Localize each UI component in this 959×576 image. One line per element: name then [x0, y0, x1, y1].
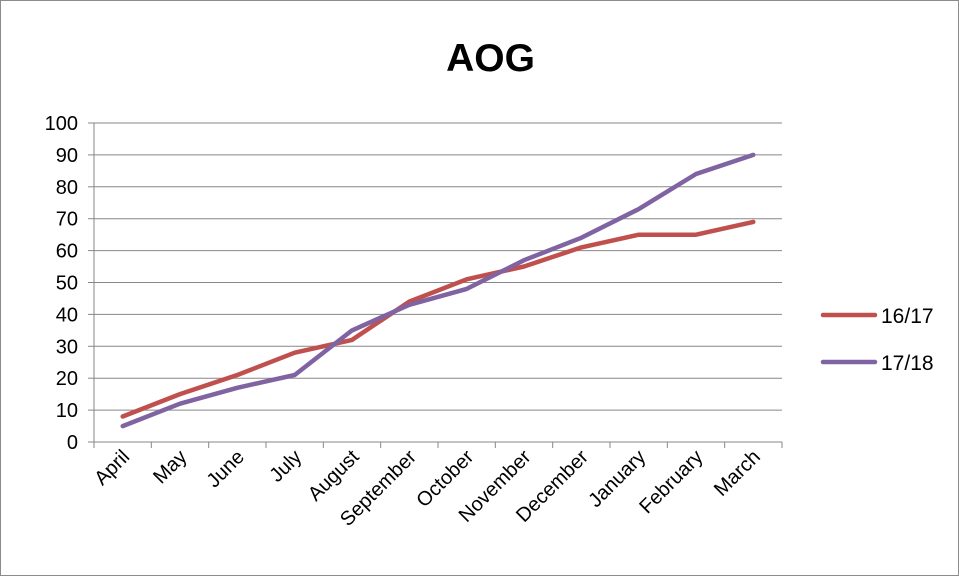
y-tick-label: 0 [67, 432, 78, 454]
y-tick-label: 50 [56, 273, 78, 295]
y-tick-label: 80 [56, 177, 78, 199]
x-tick-label: June [203, 446, 249, 492]
y-tick-label: 10 [56, 400, 78, 422]
y-tick-label: 70 [56, 209, 78, 231]
y-tick-label: 60 [56, 241, 78, 263]
gridlines [94, 122, 782, 443]
x-tick-label: July [265, 446, 306, 487]
legend-label: 16/17 [881, 305, 934, 328]
y-tick-label: 40 [56, 304, 78, 326]
x-tick-label: March [710, 446, 765, 501]
series-line-1 [120, 152, 756, 429]
x-tick-label: April [90, 446, 134, 490]
legend-label: 17/18 [881, 352, 934, 375]
x-tick-label: May [149, 446, 191, 488]
x-tick-label: February [635, 446, 707, 518]
legend: 16/17 17/18 [820, 305, 934, 375]
series-line-0 [120, 219, 756, 419]
y-tick-label: 90 [56, 145, 78, 167]
y-tick-label: 20 [56, 368, 78, 390]
y-tick-label: 30 [56, 336, 78, 358]
series-lines [120, 152, 756, 429]
y-tick-label: 100 [45, 113, 78, 135]
chart-title: AOG [446, 37, 535, 80]
